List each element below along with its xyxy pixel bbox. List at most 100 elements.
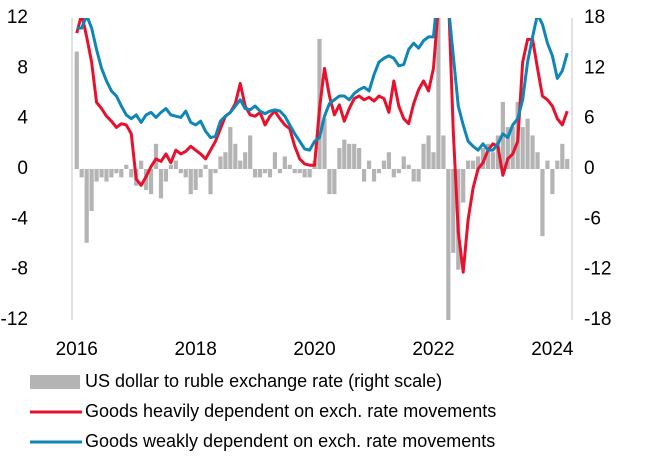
bar: [406, 164, 411, 169]
bar: [342, 139, 347, 169]
line: [76, 18, 569, 152]
bar: [228, 127, 233, 169]
bar-layer: [74, 18, 570, 320]
y2-tick-label: 12: [584, 57, 605, 78]
bar: [203, 164, 208, 169]
bar: [233, 143, 238, 169]
bar: [198, 169, 203, 178]
bar: [248, 135, 253, 169]
bar: [426, 135, 431, 169]
bar: [545, 160, 550, 169]
bar: [277, 169, 283, 174]
bar: [530, 135, 535, 169]
bar: [525, 118, 530, 169]
bar: [352, 143, 357, 169]
bar: [84, 169, 89, 243]
bar: [461, 169, 466, 203]
bar: [520, 127, 525, 169]
bar: [168, 164, 173, 169]
bar: [173, 160, 178, 169]
x-tick-label: 2024: [531, 339, 574, 360]
bar: [510, 127, 515, 169]
bar: [297, 169, 302, 174]
bar: [376, 169, 382, 174]
y-tick-label: 4: [17, 108, 28, 129]
bar: [213, 169, 218, 174]
bar: [436, 18, 441, 170]
bar: [357, 148, 362, 169]
bar: [139, 160, 144, 169]
y-tick-label: 8: [17, 57, 28, 78]
bar: [124, 164, 129, 169]
bar: [183, 169, 188, 178]
x-tick-label: 2018: [175, 339, 217, 360]
bar: [327, 169, 332, 195]
bar: [396, 169, 401, 174]
y-tick-label: -12: [1, 309, 28, 330]
bar: [371, 169, 377, 182]
bar: [480, 148, 486, 169]
bar: [441, 135, 446, 169]
bar: [490, 152, 496, 169]
bar: [99, 169, 104, 178]
bar: [272, 152, 278, 169]
bar: [475, 156, 481, 169]
bar: [431, 152, 436, 169]
y2-tick-label: -6: [584, 208, 601, 229]
bar: [421, 143, 426, 169]
line-layer: [75, 18, 569, 274]
y-tick-label: 12: [7, 7, 28, 28]
bar: [446, 169, 451, 320]
bar: [555, 160, 560, 169]
bar: [223, 152, 228, 169]
bar: [282, 156, 287, 169]
bar: [89, 169, 94, 211]
bar: [307, 169, 312, 178]
x-tick-label: 2020: [293, 339, 335, 360]
line: [75, 18, 569, 274]
bar: [451, 169, 456, 253]
bar: [253, 169, 258, 178]
bar: [411, 169, 416, 182]
bar: [243, 152, 248, 169]
bar: [505, 127, 510, 169]
legend-label: US dollar to ruble exchange rate (right …: [85, 371, 442, 391]
bar: [381, 160, 387, 169]
bar: [466, 160, 471, 169]
bar: [337, 148, 342, 169]
bar: [391, 169, 396, 178]
bar: [550, 169, 555, 195]
bar: [535, 152, 540, 169]
bar: [74, 51, 79, 169]
bar: [178, 169, 183, 174]
y2-tick-label: 18: [584, 7, 605, 28]
bar: [361, 169, 367, 182]
legend-swatch: [30, 375, 80, 389]
bar: [267, 169, 273, 178]
bar: [79, 169, 84, 178]
bar: [119, 169, 124, 178]
bar: [292, 169, 297, 174]
bar: [322, 118, 327, 169]
bar: [302, 169, 307, 178]
bar: [238, 160, 243, 169]
x-tick-label: 2016: [56, 339, 98, 360]
bar: [94, 169, 99, 182]
legend-label: Goods heavily dependent on exch. rate mo…: [85, 401, 496, 421]
bar: [188, 169, 193, 195]
bar: [257, 169, 263, 178]
bar: [163, 169, 169, 182]
bar: [109, 169, 114, 178]
bar: [401, 156, 406, 169]
y-tick-label: 0: [17, 158, 28, 179]
y2-tick-label: -12: [584, 259, 611, 280]
bar: [218, 156, 223, 169]
y-tick-label: -8: [11, 259, 28, 280]
bar: [366, 160, 372, 169]
bar: [347, 143, 352, 169]
bar: [332, 169, 337, 195]
bar: [193, 169, 198, 190]
bar: [287, 164, 292, 169]
bar: [104, 169, 109, 182]
